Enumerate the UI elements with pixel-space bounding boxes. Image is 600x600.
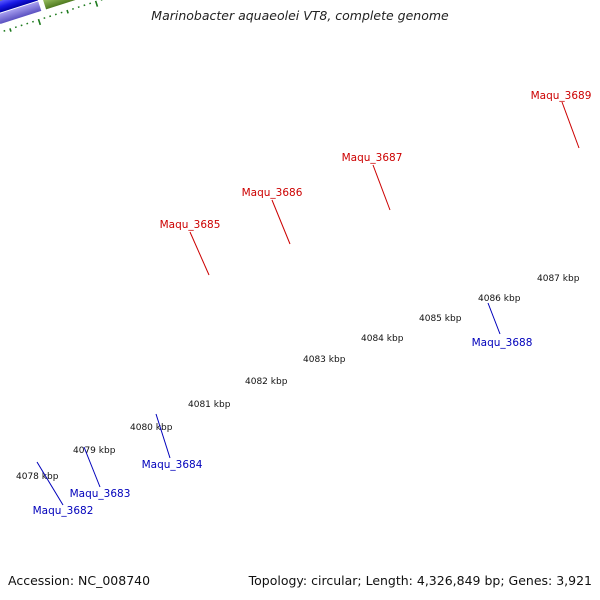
gene-maqu-3682-blue[interactable] xyxy=(0,0,38,16)
gene-label-maqu-3684[interactable]: Maqu_3684 xyxy=(142,459,203,471)
scale-tick xyxy=(43,17,46,20)
scale-tick xyxy=(66,9,69,14)
scale-tick xyxy=(32,20,34,23)
scale-tick xyxy=(37,18,42,26)
callout-line-maqu-3684 xyxy=(155,413,171,459)
genome-backbone xyxy=(0,0,600,63)
gene-label-maqu-3682[interactable]: Maqu_3682 xyxy=(33,505,94,517)
scale-tick xyxy=(60,11,63,14)
kbp-label: 4081 kbp xyxy=(188,400,231,410)
reverse-scale-ticks xyxy=(3,0,103,32)
scale-tick xyxy=(20,24,23,27)
kbp-label: 4083 kbp xyxy=(303,355,346,365)
kbp-label: 4087 kbp xyxy=(537,274,580,284)
kbp-label: 4085 kbp xyxy=(419,314,462,324)
gene-label-maqu-3683[interactable]: Maqu_3683 xyxy=(70,488,131,500)
scale-tick xyxy=(26,22,29,25)
scale-tick xyxy=(94,0,99,7)
genome-backbone-highlight xyxy=(0,0,600,61)
scale-tick xyxy=(83,4,86,7)
gene-label-maqu-3688[interactable]: Maqu_3688 xyxy=(472,337,533,349)
scale-tick xyxy=(89,2,92,5)
callout-line-maqu-3682 xyxy=(36,461,64,506)
scale-tick xyxy=(77,6,80,9)
scale-tick xyxy=(9,28,12,32)
scale-tick xyxy=(100,0,103,1)
scale-tick xyxy=(72,7,74,10)
gene-maqu-3683-olive[interactable] xyxy=(43,0,83,10)
gene-label-maqu-3687[interactable]: Maqu_3687 xyxy=(342,152,403,164)
kbp-label: 4084 kbp xyxy=(361,334,404,344)
callout-line-maqu-3688 xyxy=(487,302,501,335)
kbp-scale-labels: 4078 kbp 4079 kbp 4080 kbp 4081 kbp 4082… xyxy=(16,274,580,482)
kbp-label: 4086 kbp xyxy=(478,294,521,304)
callout-line-maqu-3683 xyxy=(83,446,101,488)
callout-line-maqu-3687 xyxy=(372,164,391,211)
accession-text: Accession: NC_008740 xyxy=(8,573,151,588)
kbp-label: 4079 kbp xyxy=(73,446,116,456)
kbp-label: 4078 kbp xyxy=(16,472,59,482)
kbp-label: 4082 kbp xyxy=(245,377,288,387)
callout-line-maqu-3689 xyxy=(561,101,580,149)
scale-tick xyxy=(54,13,57,16)
genome-summary-text: Topology: circular; Length: 4,326,849 bp… xyxy=(248,573,592,588)
gene-label-maqu-3685[interactable]: Maqu_3685 xyxy=(160,219,221,231)
callout-line-maqu-3686 xyxy=(271,199,291,245)
scale-tick xyxy=(49,15,52,18)
map-title: Marinobacter aquaeolei VT8, complete gen… xyxy=(151,8,449,23)
gene-label-maqu-3686[interactable]: Maqu_3686 xyxy=(242,187,303,199)
forward-scale-ticks xyxy=(0,0,600,15)
gene-maqu-3682-purple[interactable] xyxy=(0,1,42,25)
scale-tick xyxy=(14,26,17,29)
callout-line-maqu-3685 xyxy=(189,231,210,276)
scale-tick xyxy=(3,29,6,32)
gene-label-maqu-3689[interactable]: Maqu_3689 xyxy=(531,90,592,102)
kbp-label: 4080 kbp xyxy=(130,423,173,433)
